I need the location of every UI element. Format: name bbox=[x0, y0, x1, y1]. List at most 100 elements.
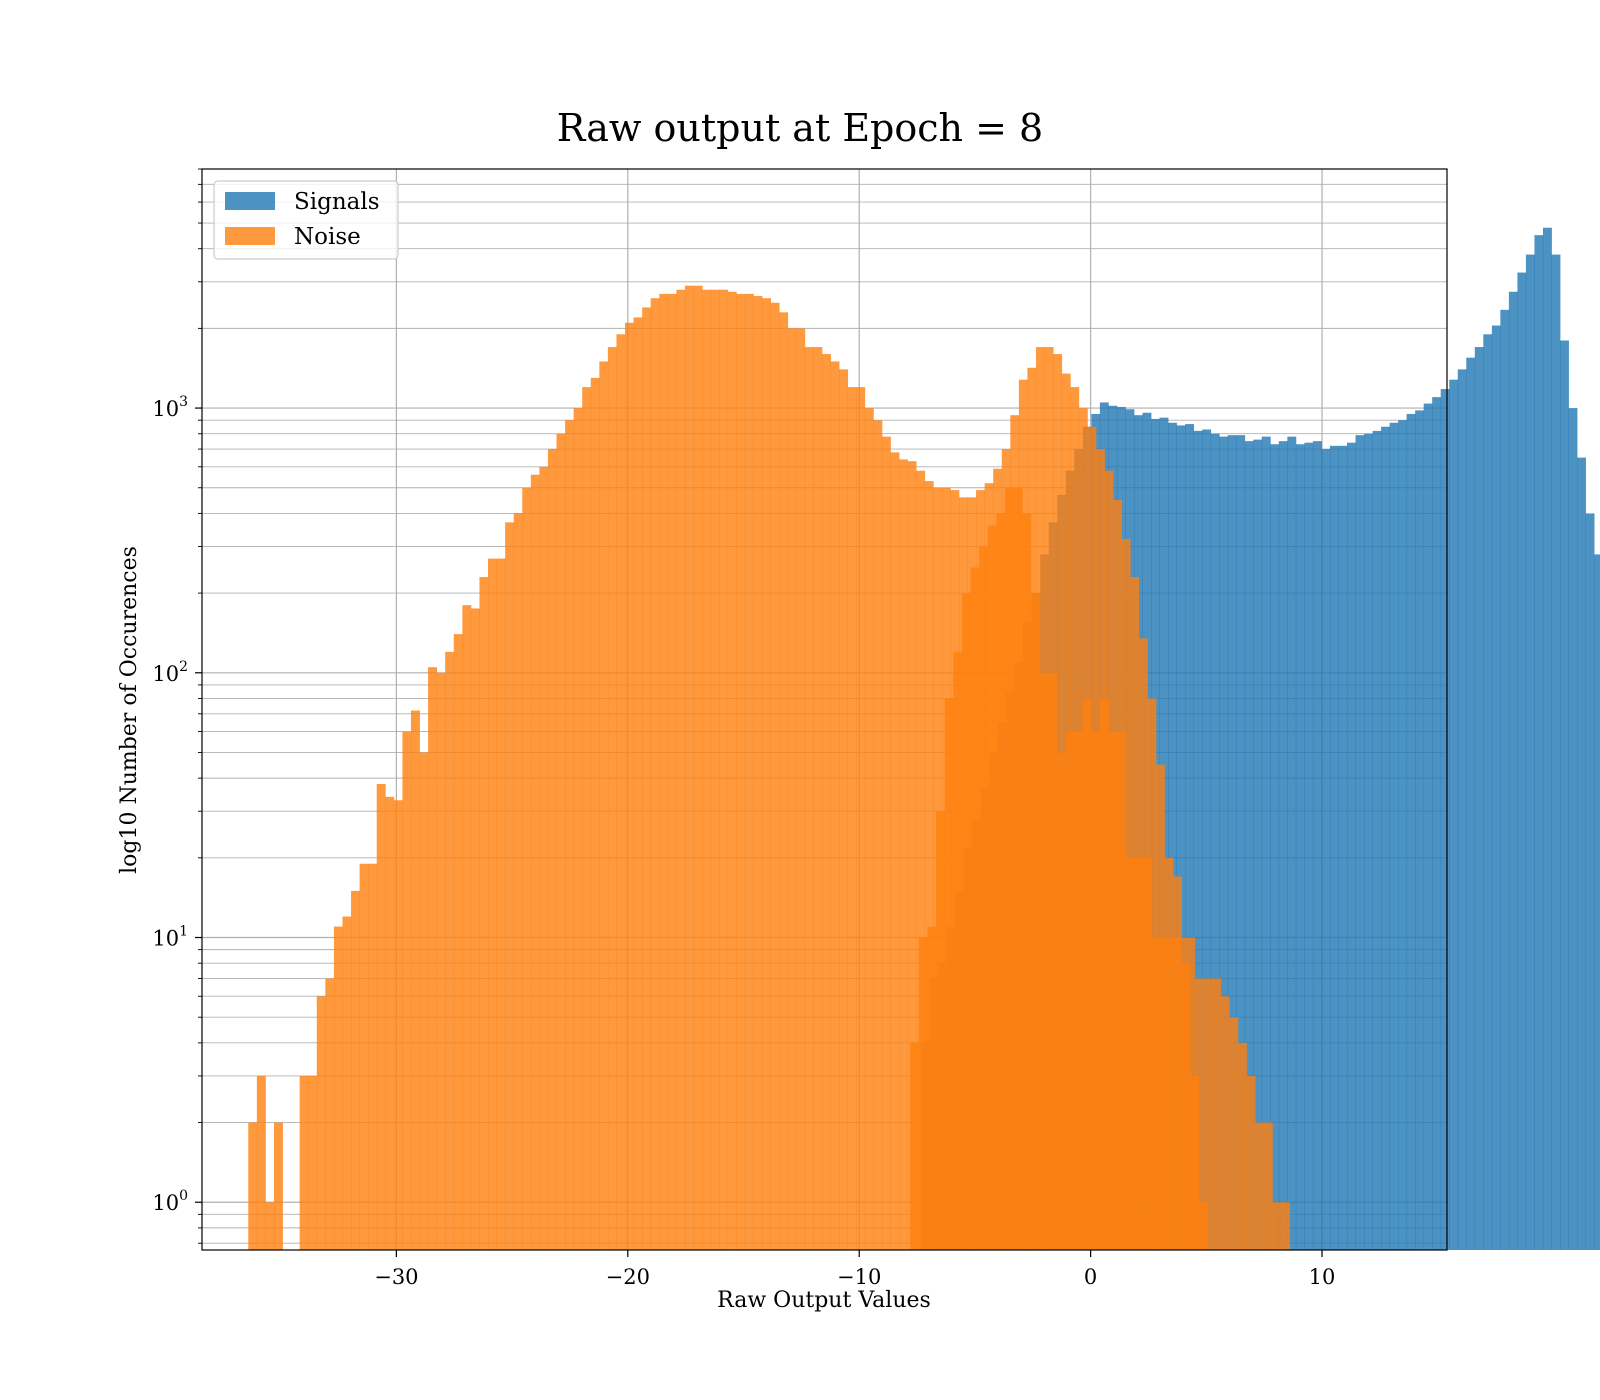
histogram-bar-signals bbox=[1321, 449, 1331, 1250]
histogram-bar-noise bbox=[899, 459, 908, 1250]
histogram-bar-noise bbox=[924, 481, 934, 1250]
histogram-bar-noise bbox=[659, 293, 669, 1250]
histogram-bar-signals bbox=[1381, 426, 1390, 1250]
y-tick-label: 102 bbox=[152, 659, 188, 686]
histogram-bar-noise bbox=[505, 522, 515, 1250]
histogram-bar-signals bbox=[1219, 436, 1229, 1251]
histogram-bar-noise bbox=[907, 461, 917, 1250]
histogram-bar-noise bbox=[453, 634, 463, 1250]
histogram-bar-noise bbox=[393, 800, 403, 1250]
histogram-bar-noise-overlay bbox=[1151, 937, 1161, 1250]
x-tick-label: −20 bbox=[606, 1265, 650, 1289]
histogram-bar-noise bbox=[333, 926, 343, 1250]
histogram-bar-noise bbox=[419, 752, 429, 1250]
histogram-bar-signals bbox=[1355, 435, 1365, 1250]
histogram-bar-signals bbox=[1389, 422, 1399, 1250]
histogram-bar-signals bbox=[1423, 403, 1433, 1250]
histogram-bar-noise bbox=[402, 731, 412, 1250]
histogram-bar-noise bbox=[428, 667, 438, 1250]
histogram-bar-noise bbox=[351, 890, 360, 1250]
histogram-bar-noise bbox=[727, 291, 737, 1250]
histogram-bar-noise bbox=[316, 996, 326, 1250]
histogram-bar-noise bbox=[633, 317, 643, 1250]
histogram-bar-noise bbox=[847, 387, 857, 1251]
x-tick-label: −30 bbox=[374, 1265, 418, 1289]
histogram-bar-signals bbox=[1278, 441, 1288, 1250]
histogram-bar-signals bbox=[1406, 413, 1416, 1250]
histogram-bar-signals bbox=[1176, 425, 1186, 1250]
histogram-bar-noise-overlay bbox=[1048, 672, 1058, 1250]
histogram-bar-signals bbox=[1491, 325, 1501, 1250]
histogram-bar-noise-overlay bbox=[1004, 487, 1015, 1250]
histogram-bar-noise bbox=[762, 298, 771, 1250]
histogram-bar-signals bbox=[1295, 444, 1305, 1250]
histogram-bar-noise-overlay bbox=[1065, 731, 1075, 1250]
histogram-bar-noise-overlay bbox=[1255, 1122, 1265, 1250]
histogram-bar-noise bbox=[616, 334, 626, 1250]
histogram-bar-noise-overlay bbox=[970, 567, 980, 1250]
histogram-bar-noise-overlay bbox=[1194, 978, 1204, 1250]
histogram-bar-noise bbox=[522, 487, 532, 1250]
histogram-bar-noise bbox=[445, 651, 455, 1250]
histogram-bar-noise bbox=[599, 361, 609, 1250]
histogram-bar-noise-overlay bbox=[1091, 731, 1101, 1250]
histogram-bar-noise bbox=[864, 408, 874, 1251]
histogram-bar-noise bbox=[736, 293, 746, 1250]
histogram-bar-noise bbox=[308, 1075, 318, 1250]
histogram-bar-noise bbox=[479, 577, 489, 1250]
histogram-bar-noise-overlay bbox=[1073, 731, 1084, 1250]
histogram-bar-signals bbox=[1560, 340, 1569, 1250]
histogram-bar-signals bbox=[1594, 554, 1600, 1250]
y-tick-label: 101 bbox=[152, 924, 188, 951]
histogram-bar-noise bbox=[856, 387, 866, 1251]
histogram-bar-noise-overlay bbox=[1220, 996, 1230, 1250]
x-tick-label: −10 bbox=[837, 1265, 881, 1289]
histogram-bar-noise-overlay bbox=[1237, 1042, 1247, 1250]
histogram-bar-noise-overlay bbox=[1263, 1122, 1273, 1250]
histogram-bar-noise bbox=[667, 293, 677, 1250]
histogram-bar-noise bbox=[770, 302, 780, 1250]
histogram-bar-noise bbox=[513, 513, 523, 1250]
histogram-bar-noise-overlay bbox=[1013, 487, 1023, 1250]
histogram-bar-noise bbox=[385, 796, 395, 1250]
histogram-bar-noise-overlay bbox=[979, 546, 989, 1250]
histogram-bar-noise-overlay bbox=[1211, 978, 1222, 1250]
histogram-bar-noise bbox=[821, 354, 831, 1250]
chart-title: Raw output at Epoch = 8 bbox=[557, 106, 1043, 150]
histogram-bar-noise bbox=[248, 1122, 258, 1250]
histogram-bar-signals bbox=[1227, 435, 1237, 1250]
histogram-bar-noise-overlay bbox=[1056, 752, 1066, 1250]
histogram-bar-signals bbox=[1432, 397, 1442, 1251]
legend-label-noise: Noise bbox=[294, 224, 361, 250]
histogram-bar-signals bbox=[1542, 227, 1552, 1250]
histogram-bar-noise bbox=[436, 672, 446, 1250]
histogram-bar-signals bbox=[1364, 433, 1373, 1250]
histogram-bar-signals bbox=[1534, 235, 1544, 1250]
histogram-bar-noise bbox=[744, 293, 754, 1250]
x-tick-label: 10 bbox=[1309, 1265, 1336, 1289]
histogram-bar-noise-overlay bbox=[1160, 937, 1170, 1250]
histogram-bar-noise-overlay bbox=[961, 593, 971, 1250]
histogram-bar-signals bbox=[1261, 436, 1271, 1251]
histogram-bar-noise bbox=[530, 474, 540, 1250]
histogram-bar-signals bbox=[1500, 309, 1510, 1250]
histogram-bar-noise bbox=[590, 377, 600, 1251]
histogram-bar-noise-overlay bbox=[1117, 731, 1127, 1250]
histogram-bar-noise bbox=[625, 322, 634, 1250]
histogram-bar-signals bbox=[1568, 408, 1578, 1251]
histogram-bar-noise bbox=[325, 978, 335, 1250]
histogram-bar-signals bbox=[1440, 389, 1450, 1251]
histogram-bar-noise bbox=[710, 289, 720, 1251]
plot-frame bbox=[201, 168, 1448, 1251]
histogram-bar-noise bbox=[719, 289, 729, 1251]
histogram-bar-noise-overlay bbox=[1280, 1202, 1291, 1250]
histogram-bar-noise-overlay bbox=[1142, 857, 1153, 1250]
histogram-bar-noise bbox=[488, 558, 497, 1250]
histogram-bar-signals bbox=[1585, 513, 1595, 1250]
histogram-bars bbox=[248, 227, 1600, 1251]
histogram-bar-noise-overlay bbox=[996, 513, 1006, 1250]
histogram-bar-signals bbox=[1398, 420, 1408, 1250]
histogram-bar-noise bbox=[376, 784, 386, 1250]
histogram-bar-signals bbox=[1210, 433, 1220, 1250]
histogram-bar-noise bbox=[676, 289, 686, 1251]
